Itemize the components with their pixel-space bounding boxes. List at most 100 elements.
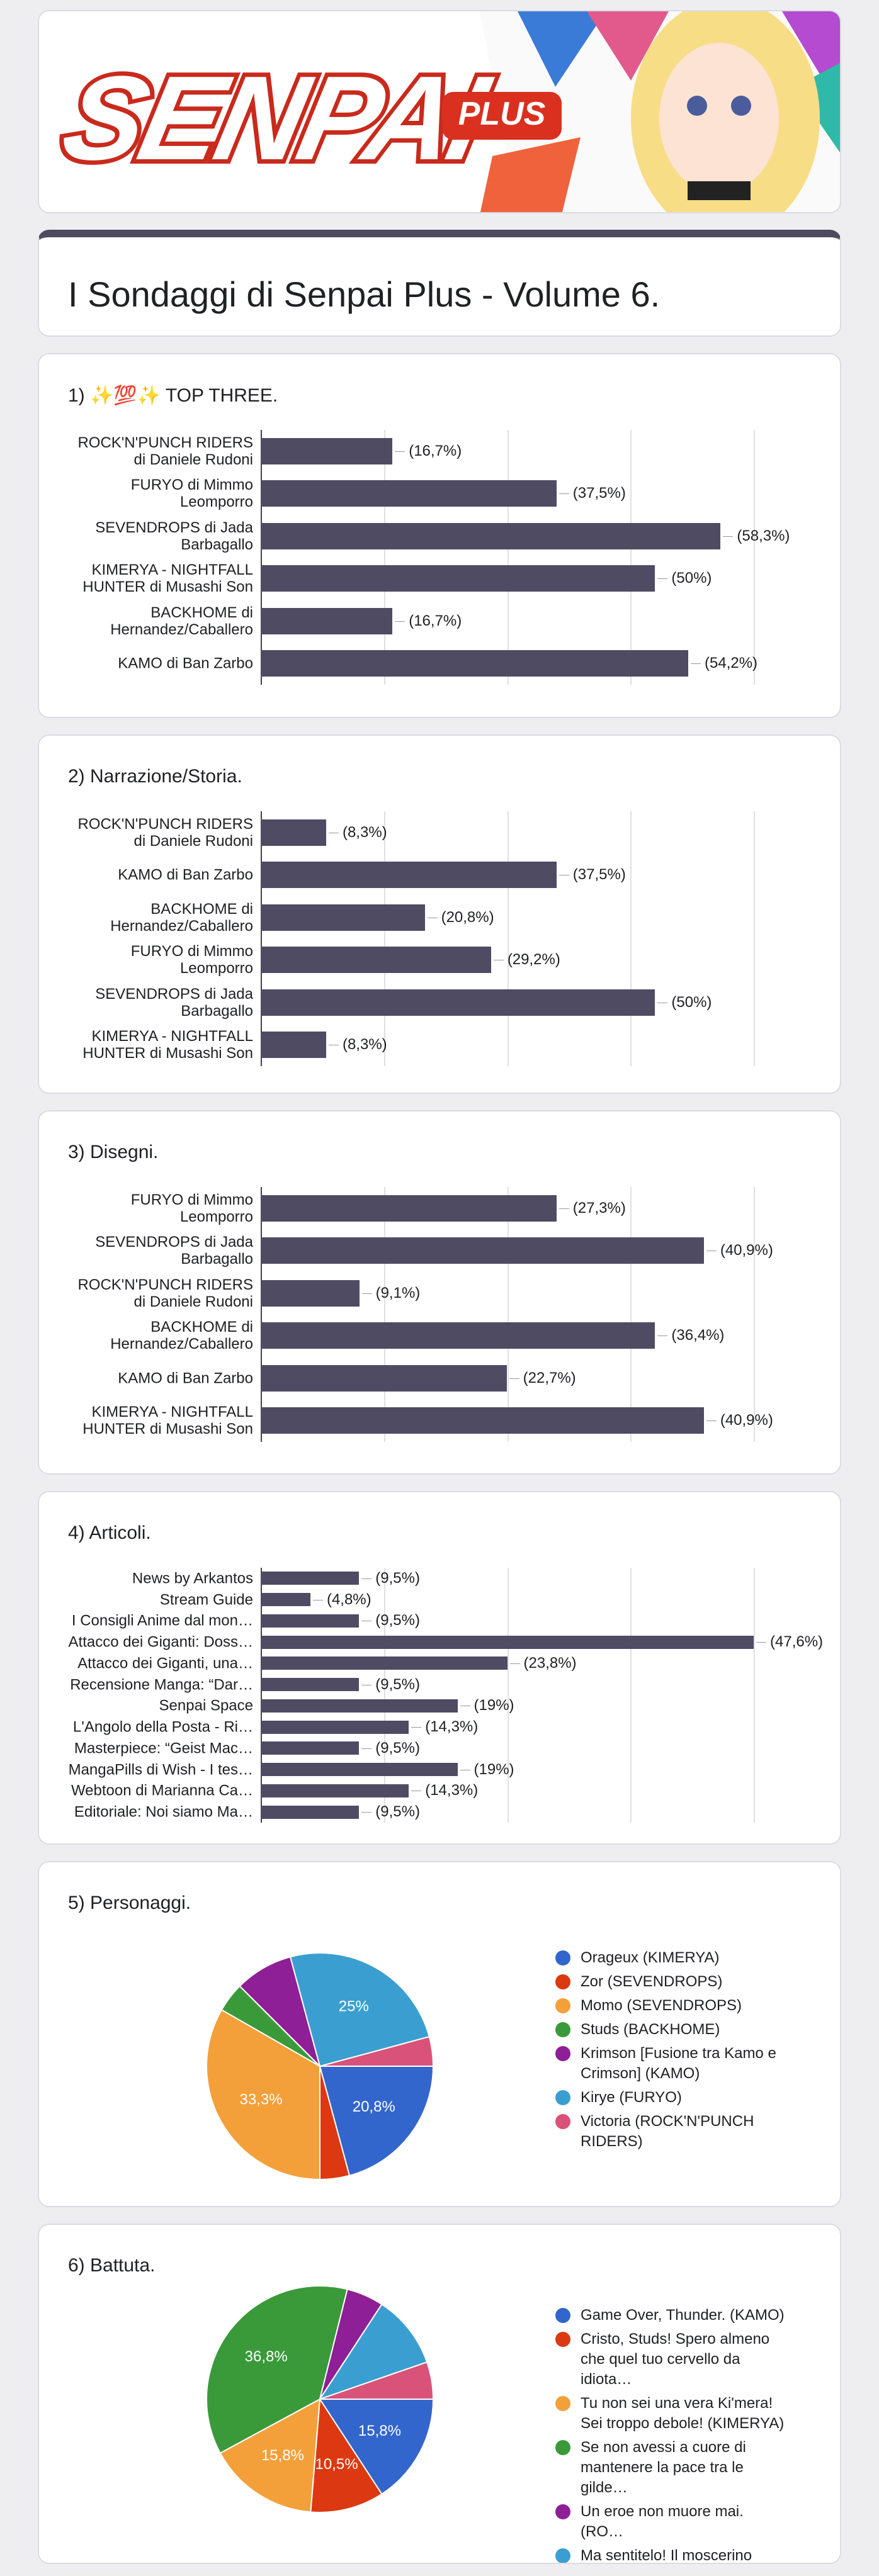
axis-line: [261, 1187, 262, 1442]
bar: [261, 989, 655, 1016]
grid-line: [383, 430, 385, 685]
title-card: I Sondaggi di Senpai Plus - Volume 6.: [38, 230, 841, 337]
pie-slice: [319, 2066, 434, 2176]
legend-swatch: [555, 2332, 570, 2347]
value-label: (19%): [474, 1697, 514, 1714]
grid-line: [754, 1187, 755, 1442]
legend-label: Cristo, Studs! Spero almeno che quel tuo…: [581, 2331, 770, 2388]
pie-slice: [206, 2008, 320, 2181]
question-title: 3) Disegni.: [68, 1142, 159, 1162]
legend: Game Over, Thunder. (KAMO) Cristo, Studs!…: [555, 2305, 807, 2563]
value-label: (8,3%): [342, 1036, 387, 1054]
badge: [442, 92, 562, 140]
axis-line: [261, 811, 262, 1066]
value-label: (9,1%): [375, 1284, 421, 1302]
legend-swatch: [555, 2022, 570, 2037]
slice-label: 33,3%: [239, 2091, 282, 2108]
category-label: MangaPills di Wish - I tes…: [68, 1761, 253, 1779]
label-connector: [706, 1420, 717, 1422]
pie-slice: [219, 2398, 321, 2513]
category-label: ROCK'N'PUNCH RIDERS di Daniele Rudoni: [77, 815, 253, 850]
slice-label: 15,8%: [358, 2422, 401, 2439]
bar: [261, 1635, 754, 1649]
axis-line: [261, 430, 262, 685]
value-label: (54,2%): [705, 655, 758, 672]
category-label: L'Angolo della Posta - Ri…: [72, 1718, 253, 1736]
badge-text: PLUS: [458, 96, 546, 132]
value-label: (19%): [474, 1760, 514, 1778]
category-label: Attacco dei Giganti, una…: [77, 1655, 253, 1672]
label-connector: [691, 663, 701, 665]
slice-label: 25%: [339, 1998, 369, 2015]
label-connector: [756, 1642, 766, 1643]
label-connector: [361, 1812, 372, 1813]
pie-slice: [239, 1956, 321, 2069]
label-connector: [395, 621, 405, 622]
label-connector: [509, 1378, 519, 1379]
category-label: News by Arkantos: [132, 1570, 253, 1587]
pie-slice: [289, 1952, 430, 2067]
value-label: (37,5%): [572, 866, 626, 884]
value-label: (9,5%): [375, 1739, 420, 1757]
grid-line: [630, 1187, 632, 1442]
value-label: (14,3%): [425, 1782, 479, 1799]
bar: [261, 862, 557, 889]
bar: [261, 1784, 409, 1797]
label-connector: [411, 1727, 422, 1728]
legend-swatch: [555, 1998, 570, 2013]
slice-label: 36,8%: [245, 2348, 288, 2365]
legend-swatch: [555, 2396, 570, 2411]
bar: [261, 947, 491, 974]
bar: [261, 1572, 360, 1585]
category-label: KAMO di Ban Zarbo: [118, 655, 253, 672]
bar: [261, 565, 655, 592]
bar: [261, 1280, 360, 1307]
value-label: (50%): [671, 993, 712, 1011]
legend-item: Game Over, Thunder. (KAMO): [555, 2305, 807, 2326]
question-card: 3) Disegni. FURYO di Mimmo Leomporro (27,3…: [38, 1110, 841, 1475]
category-label: KAMO di Ban Zarbo: [118, 866, 253, 884]
pie-chart: 15,8%10,5%15,8%36,8%: [206, 2285, 434, 2513]
legend-item: Momo (SEVENDROPS): [555, 1996, 807, 2016]
value-label: (8,3%): [342, 823, 387, 841]
form-title: I Sondaggi di Senpai Plus - Volume 6.: [68, 274, 661, 314]
legend-swatch: [555, 2090, 570, 2105]
decor: [480, 137, 581, 212]
value-label: (14,3%): [425, 1718, 479, 1736]
question-title: 6) Battuta.: [68, 2255, 156, 2276]
grid-line: [754, 811, 755, 1066]
eye: [731, 96, 751, 116]
chart-clip: FURYO di Mimmo Leomporro (27,3%) SEVENDROP…: [39, 1111, 828, 1473]
legend-item: Zor (SEVENDROPS): [555, 1972, 807, 1992]
value-label: (9,5%): [375, 1569, 420, 1587]
grid-line: [507, 1187, 509, 1442]
grid-line: [383, 1568, 385, 1823]
bar: [261, 522, 721, 549]
value-label: (20,8%): [441, 908, 494, 926]
question-card: 2) Narrazione/Storia. ROCK'N'PUNCH RIDERS…: [38, 734, 841, 1094]
category-label: ROCK'N'PUNCH RIDERS di Daniele Rudoni: [77, 434, 253, 468]
banner: SENPAI PLUS: [48, 11, 840, 212]
bar: [261, 480, 557, 507]
category-label: KIMERYA - NIGHTFALL HUNTER di Musashi So…: [82, 1028, 253, 1062]
decor: [518, 11, 606, 87]
bar: [261, 1407, 704, 1434]
bar: [261, 607, 393, 634]
legend-label: Se non avessi a cuore di mantenere la pa…: [581, 2439, 746, 2496]
grid-line: [754, 430, 755, 685]
value-label: (23,8%): [523, 1654, 577, 1672]
category-label: Recensione Manga: “Dar…: [70, 1676, 253, 1694]
bar: [261, 904, 425, 931]
slice-label: 20,8%: [353, 2098, 395, 2115]
question-card: 6) Battuta. 15,8% 10,5% 15,8% 36,8% Game Over…: [38, 2224, 841, 2564]
legend-label: Orageux (KIMERYA): [581, 1949, 720, 1966]
value-label: (27,3%): [572, 1199, 626, 1217]
value-label: (40,9%): [720, 1412, 773, 1429]
label-connector: [395, 451, 405, 452]
value-label: (40,9%): [720, 1242, 773, 1259]
legend-swatch: [555, 1974, 570, 1989]
bar: [261, 650, 689, 677]
legend-label: Kirye (FURYO): [581, 2089, 682, 2106]
legend-label: Zor (SEVENDROPS): [581, 1973, 723, 1990]
legend-item: Kirye (FURYO): [555, 2088, 807, 2108]
